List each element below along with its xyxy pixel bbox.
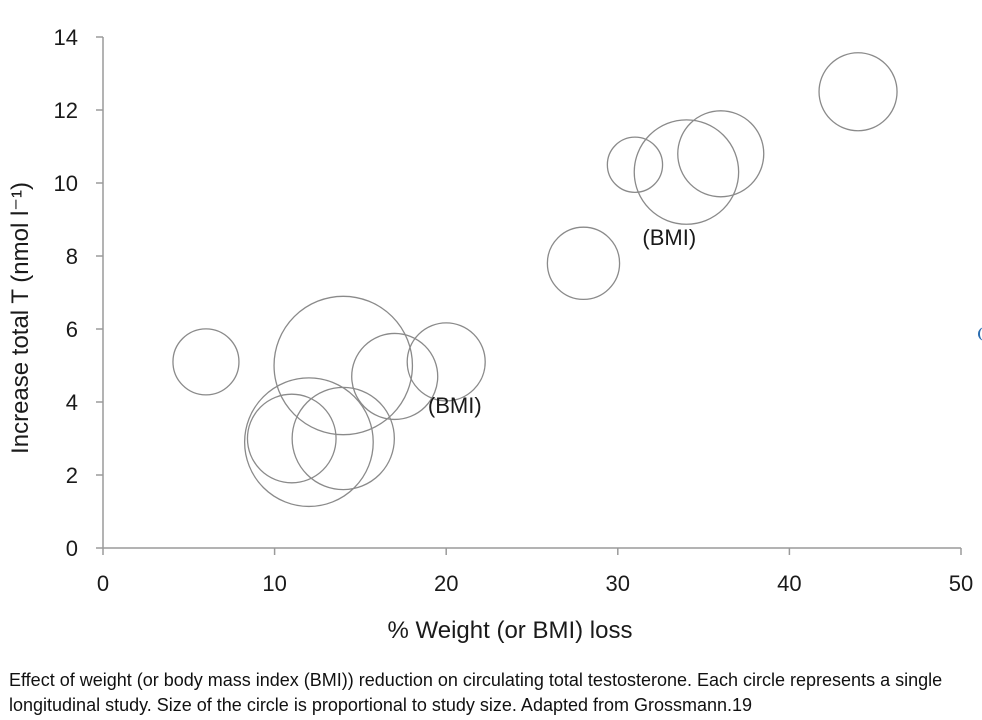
x-tick-label: 10: [262, 571, 286, 596]
study-circle: [243, 377, 374, 508]
bmi-annotation: (BMI): [642, 225, 696, 250]
study-circle: [246, 393, 337, 484]
study-circle: [406, 322, 486, 402]
x-tick-label: 30: [606, 571, 630, 596]
study-circle: [273, 295, 414, 436]
study-circle: [633, 119, 740, 225]
bubble-chart: 0 10 20 30 40 50 0 2 4 6 8 10 12 14 (BMI) (BMI) % Weig…: [7, 25, 974, 644]
study-circle: [172, 328, 240, 396]
y-tick-label: 8: [66, 244, 78, 269]
x-tick-label: 0: [97, 571, 109, 596]
y-tick-label: 10: [54, 171, 78, 196]
y-tick-label: 12: [54, 98, 78, 123]
study-circle: [351, 332, 439, 421]
x-tick-label: 50: [949, 571, 973, 596]
y-tick-label: 4: [66, 390, 78, 415]
y-tick-label: 14: [54, 25, 78, 50]
study-circle: [606, 136, 664, 193]
y-axis-title: Increase total T (nmol l⁻¹): [7, 182, 34, 454]
y-tick-label: 2: [66, 463, 78, 488]
study-circle: [677, 110, 765, 198]
bmi-annotation: (BMI): [428, 393, 482, 418]
scroll-edge-marker: [978, 327, 982, 341]
study-circle: [291, 386, 395, 491]
study-circle: [818, 52, 898, 132]
y-tick-label: 6: [66, 317, 78, 342]
data-points: [172, 52, 898, 508]
axes: [96, 36, 962, 555]
x-axis-title: % Weight (or BMI) loss: [388, 617, 633, 644]
figure-caption: Effect of weight (or body mass index (BM…: [9, 670, 943, 715]
annotations: (BMI) (BMI): [428, 225, 696, 418]
x-tick-label: 40: [777, 571, 801, 596]
study-circle: [546, 226, 621, 301]
y-tick-label: 0: [66, 536, 78, 561]
x-tick-label: 20: [434, 571, 458, 596]
tick-labels: 0 10 20 30 40 50 0 2 4 6 8 10 12 14: [54, 25, 974, 596]
